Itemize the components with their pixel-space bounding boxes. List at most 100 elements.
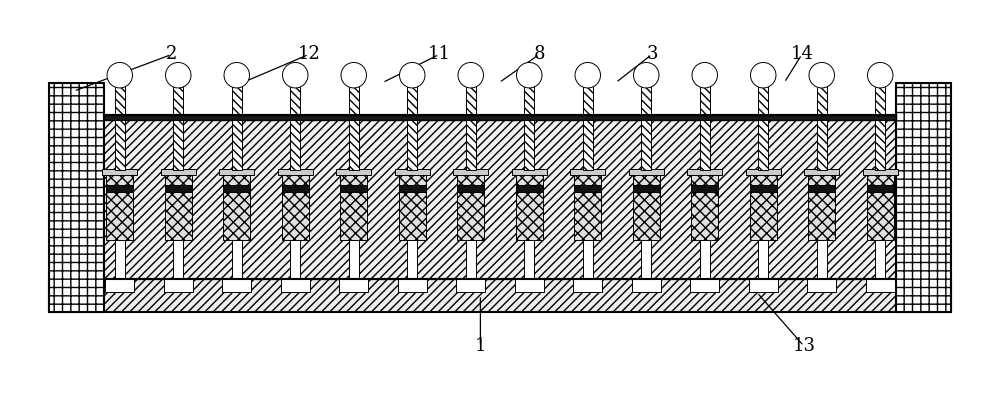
Bar — [574, 185, 601, 192]
Bar — [106, 185, 133, 192]
Bar — [583, 119, 593, 170]
Bar — [524, 119, 534, 170]
Bar — [349, 71, 359, 115]
Text: 8: 8 — [533, 45, 545, 64]
Bar — [758, 240, 768, 279]
Bar — [758, 119, 768, 170]
Bar — [808, 192, 835, 240]
Bar — [466, 240, 476, 279]
Ellipse shape — [751, 62, 776, 88]
Bar — [633, 192, 660, 240]
Bar — [336, 169, 371, 175]
Bar — [570, 169, 605, 175]
Ellipse shape — [224, 62, 249, 88]
Bar — [804, 169, 839, 175]
Bar — [817, 240, 827, 279]
Bar — [583, 240, 593, 279]
Bar — [349, 119, 359, 170]
Bar — [749, 279, 778, 292]
Bar — [105, 279, 134, 292]
Bar — [807, 279, 836, 292]
Bar — [516, 185, 543, 192]
Bar — [817, 119, 827, 170]
Bar — [173, 240, 183, 279]
Bar — [223, 175, 250, 185]
Bar — [524, 71, 534, 115]
Bar — [282, 192, 309, 240]
Bar — [700, 71, 710, 115]
Bar — [457, 192, 484, 240]
Bar — [633, 175, 660, 185]
Ellipse shape — [341, 62, 366, 88]
Bar — [407, 240, 417, 279]
Bar — [524, 240, 534, 279]
Bar — [758, 71, 768, 115]
Bar — [407, 119, 417, 170]
Text: 12: 12 — [297, 45, 320, 64]
Bar — [281, 279, 310, 292]
Bar — [232, 119, 242, 170]
Bar — [115, 119, 125, 170]
Bar — [512, 169, 547, 175]
Bar — [629, 169, 664, 175]
Bar — [456, 279, 485, 292]
Bar — [574, 175, 601, 185]
Bar — [573, 279, 602, 292]
Bar — [399, 175, 426, 185]
Bar — [633, 185, 660, 192]
Ellipse shape — [868, 62, 893, 88]
Bar — [867, 185, 894, 192]
Bar — [691, 192, 718, 240]
Bar — [165, 175, 192, 185]
Bar — [583, 71, 593, 115]
Text: 3: 3 — [646, 45, 658, 64]
Ellipse shape — [107, 62, 132, 88]
Bar — [395, 169, 430, 175]
Bar — [808, 185, 835, 192]
Bar — [223, 185, 250, 192]
Ellipse shape — [809, 62, 834, 88]
Bar — [106, 192, 133, 240]
Bar — [278, 169, 313, 175]
Ellipse shape — [283, 62, 308, 88]
Ellipse shape — [692, 62, 717, 88]
Bar — [457, 175, 484, 185]
Bar — [453, 169, 488, 175]
Bar — [165, 185, 192, 192]
Bar — [290, 71, 300, 115]
Bar — [106, 175, 133, 185]
Bar — [115, 71, 125, 115]
Bar — [232, 240, 242, 279]
Bar — [867, 192, 894, 240]
Text: 2: 2 — [166, 45, 177, 64]
Bar — [290, 119, 300, 170]
Text: 13: 13 — [792, 337, 815, 355]
Bar — [407, 71, 417, 115]
Bar — [104, 115, 896, 279]
Bar — [173, 119, 183, 170]
Bar — [875, 119, 885, 170]
Text: 1: 1 — [475, 337, 486, 355]
Bar — [641, 119, 651, 170]
Bar — [691, 185, 718, 192]
Bar — [49, 83, 104, 312]
Bar — [817, 71, 827, 115]
Bar — [808, 175, 835, 185]
Bar — [340, 175, 367, 185]
Bar — [632, 279, 661, 292]
Bar — [222, 279, 251, 292]
Bar — [516, 175, 543, 185]
Text: 11: 11 — [428, 45, 451, 64]
Bar — [339, 279, 368, 292]
Bar — [896, 83, 951, 312]
Ellipse shape — [575, 62, 600, 88]
Bar — [398, 279, 427, 292]
Bar — [863, 169, 898, 175]
Bar — [102, 169, 137, 175]
Bar — [746, 169, 781, 175]
Bar — [687, 169, 722, 175]
Ellipse shape — [517, 62, 542, 88]
Bar — [49, 279, 951, 312]
Bar — [690, 279, 719, 292]
Bar — [290, 240, 300, 279]
